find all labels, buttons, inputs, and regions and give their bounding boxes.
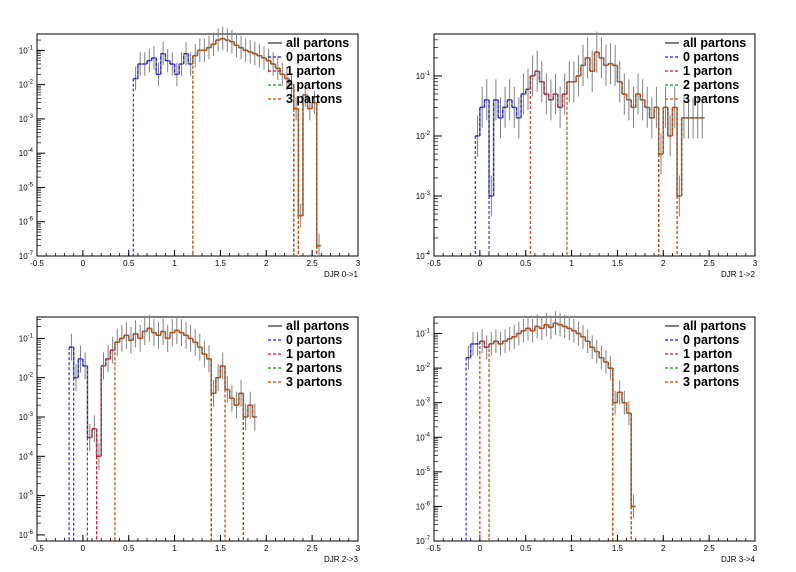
x-tick-label: 1 xyxy=(172,259,177,268)
y-tick-label: 10-3 xyxy=(19,412,34,422)
legend-label: all partons xyxy=(683,36,746,50)
legend-label: 2 partons xyxy=(286,361,342,375)
legend-label: 0 partons xyxy=(286,333,342,347)
chart-panel-2: -0.5 0 0.5 1 1.5 2 2.5 3 10-4 10-3 10-2 10-1 DJR 1->… xyxy=(416,31,758,279)
y-tick-label: 10-3 xyxy=(416,191,431,201)
x-tick-label: 1 xyxy=(569,259,574,268)
x-axis-title: DJR 2->3 xyxy=(324,555,359,564)
x-tick-label: -0.5 xyxy=(427,544,441,553)
x-tick-label: 1 xyxy=(569,544,574,553)
chart-panel-4: -0.5 0 0.5 1 1.5 2 2.5 3 10-7 10-6 10-5 10-4 10-3 10-… xyxy=(416,311,758,564)
y-tick-label: 10-6 xyxy=(416,501,431,511)
legend-label: 2 partons xyxy=(683,361,739,375)
x-axis-title: DJR 3->4 xyxy=(721,555,756,564)
legend-label: 1 parton xyxy=(286,64,335,78)
x-tick-label: 3 xyxy=(356,544,361,553)
legend-label: 0 partons xyxy=(683,333,739,347)
series-3-partons xyxy=(488,322,636,541)
y-tick-label: 10-1 xyxy=(19,45,34,55)
legend-label: 2 partons xyxy=(683,78,739,92)
series-2-partons xyxy=(488,322,636,541)
series-3-partons xyxy=(566,51,705,256)
y-tick-label: 10-6 xyxy=(19,530,34,540)
series-all-partons xyxy=(69,314,258,470)
series-all-partons xyxy=(466,311,636,519)
legend-label: 3 partons xyxy=(683,92,739,106)
plot-frame xyxy=(36,33,359,257)
x-tick-label: 0.5 xyxy=(123,259,135,268)
legend-label: all partons xyxy=(286,319,349,333)
x-tick-label: 0 xyxy=(81,544,86,553)
legend-label: 1 parton xyxy=(286,347,335,361)
chart-panel-1: -0.5 0 0.5 1 1.5 2 2.5 3 10-7 10-6 10-5 10-4 10-3 10-… xyxy=(19,26,361,279)
x-tick-label: -0.5 xyxy=(30,259,44,268)
x-tick-label: 2.5 xyxy=(307,259,319,268)
legend-label: 1 parton xyxy=(683,64,732,78)
y-tick-label: 10-3 xyxy=(416,398,431,408)
y-tick-label: 10-1 xyxy=(416,329,431,339)
y-tick-label: 10-4 xyxy=(416,432,431,442)
x-tick-label: 0.5 xyxy=(520,259,532,268)
y-tick-label: 10-5 xyxy=(416,467,431,477)
plot-frame xyxy=(433,316,756,542)
x-tick-label: 2 xyxy=(264,544,269,553)
series-3-partons xyxy=(114,327,258,541)
x-tick-label: 2 xyxy=(661,544,666,553)
y-tick-label: 10-2 xyxy=(416,363,431,373)
y-tick-label: 10-2 xyxy=(19,80,34,90)
x-tick-label: 2.5 xyxy=(307,544,319,553)
x-tick-label: 1.5 xyxy=(612,544,624,553)
x-tick-label: 1.5 xyxy=(215,544,227,553)
x-tick-label: 0 xyxy=(478,259,483,268)
legend-label: 2 partons xyxy=(286,78,342,92)
x-tick-label: 2 xyxy=(264,259,269,268)
y-tick-label: 10-5 xyxy=(19,182,34,192)
y-tick-label: 10-2 xyxy=(416,131,431,141)
x-axis-title: DJR 0->1 xyxy=(324,270,359,279)
x-tick-label: 0 xyxy=(81,259,86,268)
y-tick-label: 10-2 xyxy=(19,373,34,383)
x-tick-label: 3 xyxy=(753,259,758,268)
x-tick-label: 0.5 xyxy=(123,544,135,553)
x-tick-label: -0.5 xyxy=(427,259,441,268)
y-tick-label: 10-5 xyxy=(19,491,34,501)
x-tick-label: 3 xyxy=(753,544,758,553)
x-axis-title: DJR 1->2 xyxy=(721,270,756,279)
legend-label: 3 partons xyxy=(286,92,342,106)
series-3-partons xyxy=(192,38,322,256)
legend-label: 0 partons xyxy=(286,50,342,64)
series-0-partons xyxy=(465,324,554,541)
x-tick-label: 0.5 xyxy=(520,544,532,553)
y-tick-label: 10-4 xyxy=(19,451,34,461)
y-tick-label: 10-1 xyxy=(19,333,34,343)
y-tick-label: 10-4 xyxy=(416,251,431,261)
x-tick-label: 3 xyxy=(356,259,361,268)
y-tick-label: 10-7 xyxy=(416,536,431,546)
legend-label: 3 partons xyxy=(286,375,342,389)
chart-panel-3: -0.5 0 0.5 1 1.5 2 2.5 3 10-6 10-5 10-4 10-3 10-2 10-… xyxy=(19,314,361,564)
series-1-parton xyxy=(529,51,705,256)
x-tick-label: 0 xyxy=(478,544,483,553)
x-tick-label: 2.5 xyxy=(704,259,716,268)
legend-label: all partons xyxy=(683,319,746,333)
x-tick-label: 2.5 xyxy=(704,544,716,553)
y-tick-label: 10-6 xyxy=(19,217,34,227)
x-tick-label: -0.5 xyxy=(30,544,44,553)
x-tick-label: 1 xyxy=(172,544,177,553)
legend-label: all partons xyxy=(286,36,349,50)
x-tick-label: 1.5 xyxy=(215,259,227,268)
series-2-partons xyxy=(114,327,258,541)
y-tick-label: 10-7 xyxy=(19,251,34,261)
x-tick-label: 1.5 xyxy=(612,259,624,268)
legend-label: 1 parton xyxy=(683,347,732,361)
legend-label: 3 partons xyxy=(683,375,739,389)
series-0-partons xyxy=(132,53,193,256)
legend-label: 0 partons xyxy=(683,50,739,64)
x-tick-label: 2 xyxy=(661,259,666,268)
y-tick-label: 10-3 xyxy=(19,114,34,124)
y-tick-label: 10-1 xyxy=(416,71,431,81)
y-tick-label: 10-4 xyxy=(19,148,34,158)
